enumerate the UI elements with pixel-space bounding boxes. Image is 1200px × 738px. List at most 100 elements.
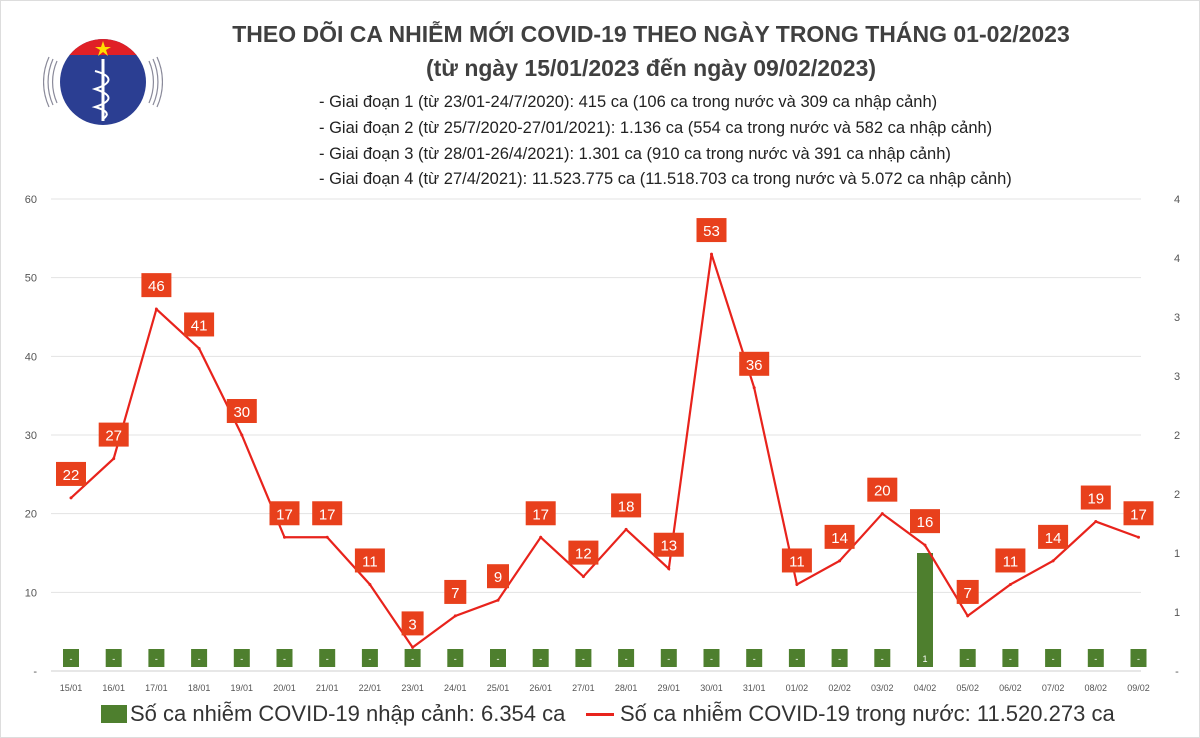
x-axis-tick: 30/01 <box>700 683 723 693</box>
bar-label: - <box>155 654 158 664</box>
left-axis-tick: 60 <box>25 194 37 206</box>
data-label: 36 <box>746 357 763 374</box>
data-label-box <box>653 532 684 557</box>
bar-imported <box>1130 649 1147 667</box>
line-point <box>923 543 927 547</box>
right-axis-tick: 2 <box>1174 430 1180 442</box>
legend-item-imported: Số ca nhiễm COVID-19 nhập cảnh: 6.354 ca <box>101 701 565 727</box>
right-axis-tick: 3 <box>1174 371 1180 383</box>
right-axis-tick: 2 <box>1174 489 1180 501</box>
x-axis-tick: 04/02 <box>914 683 937 693</box>
data-label-box <box>956 579 979 604</box>
bar-imported <box>660 649 677 667</box>
bar-label: - <box>70 654 73 664</box>
bar-label: - <box>1137 654 1140 664</box>
x-axis-tick: 22/01 <box>359 683 382 693</box>
line-domestic <box>70 253 1139 649</box>
legend-label-imported: Số ca nhiễm COVID-19 nhập cảnh: 6.354 ca <box>130 701 566 726</box>
bar-imported <box>191 649 208 667</box>
line-point <box>496 598 500 602</box>
phase-2-text: - Giai đoạn 2 (từ 25/7/2020-27/01/2021):… <box>319 119 993 137</box>
data-label-box <box>98 422 129 447</box>
bar-imported <box>1002 649 1019 667</box>
line-point <box>539 535 543 539</box>
data-label: 19 <box>1087 491 1104 508</box>
data-label: 13 <box>660 538 677 555</box>
line-point <box>667 567 671 571</box>
line-point <box>112 457 116 461</box>
bar-label: - <box>667 654 670 664</box>
line-point <box>283 535 286 539</box>
data-label-box <box>444 579 467 604</box>
left-axis-tick: 10 <box>25 587 37 599</box>
line-point <box>154 307 158 311</box>
bar-imported <box>1087 649 1104 667</box>
bar-imported <box>746 649 763 667</box>
bar-imported <box>63 649 79 667</box>
data-label-box <box>184 312 215 337</box>
bar-label: - <box>112 654 115 664</box>
x-axis-tick: 08/02 <box>1085 683 1108 693</box>
bar-imported <box>788 649 805 667</box>
x-axis-tick: 03/02 <box>871 683 894 693</box>
line-point <box>838 559 842 563</box>
bar-imported <box>618 649 635 667</box>
combo-chart: -102030405060-11223344-15/01-16/01-17/01… <box>25 194 1180 693</box>
bar-label: - <box>497 654 500 664</box>
data-label-box <box>487 564 509 589</box>
data-label: 17 <box>532 506 549 523</box>
bar-imported <box>703 649 720 667</box>
bar-label: - <box>240 654 243 664</box>
data-label: 27 <box>105 428 122 445</box>
line-point <box>197 346 201 350</box>
left-axis-tick: 50 <box>25 273 37 285</box>
right-axis-tick: 3 <box>1174 312 1180 324</box>
bar-label: - <box>710 654 713 664</box>
data-label-box <box>56 461 86 486</box>
x-axis-tick: 02/02 <box>828 683 851 693</box>
x-axis-tick: 16/01 <box>102 683 125 693</box>
bar-label: - <box>582 654 585 664</box>
x-axis-tick: 31/01 <box>743 683 766 693</box>
x-axis-tick: 23/01 <box>401 683 424 693</box>
data-label: 17 <box>276 506 293 523</box>
x-axis-tick: 24/01 <box>444 683 467 693</box>
bar-imported <box>233 649 250 667</box>
x-axis-tick: 17/01 <box>145 683 168 693</box>
bar-label: - <box>283 654 286 664</box>
line-point <box>368 582 372 586</box>
x-axis-tick: 29/01 <box>658 683 681 693</box>
line-point <box>453 614 457 618</box>
bar-imported <box>917 553 933 667</box>
right-axis-tick: 4 <box>1174 194 1180 206</box>
x-axis-tick: 19/01 <box>231 683 254 693</box>
bar-label: - <box>411 654 414 664</box>
x-axis-tick: 05/02 <box>956 683 979 693</box>
phase-3-text: - Giai đoạn 3 (từ 28/01-26/4/2021): 1.30… <box>319 145 951 163</box>
bar-imported <box>148 649 165 667</box>
line-point <box>1051 559 1055 563</box>
bar-imported <box>276 649 293 667</box>
bar-label: - <box>966 654 969 664</box>
data-label-box <box>269 501 300 526</box>
phase-1-text: - Giai đoạn 1 (từ 23/01-24/7/2020): 415 … <box>319 93 938 111</box>
left-axis-tick: 20 <box>25 509 37 521</box>
data-label-box <box>354 548 385 573</box>
chart-title: THEO DÕI CA NHIỄM MỚI COVID-19 THEO NGÀY… <box>232 21 1070 47</box>
data-label: 46 <box>148 278 165 295</box>
data-label: 41 <box>191 317 208 334</box>
data-label-box <box>867 477 898 502</box>
data-label: 30 <box>233 404 250 421</box>
bar-label: - <box>625 654 628 664</box>
data-label: 7 <box>451 585 459 602</box>
line-point <box>581 575 585 579</box>
bar-imported <box>532 649 549 667</box>
data-label: 3 <box>408 616 416 633</box>
bar-label: - <box>198 654 201 664</box>
bar-imported <box>490 649 506 667</box>
data-label: 11 <box>789 553 805 570</box>
bar-imported <box>831 649 848 667</box>
bar-imported <box>575 649 592 667</box>
data-label-box <box>781 548 812 573</box>
phase-4-text: - Giai đoạn 4 (từ 27/4/2021): 11.523.775… <box>319 170 1012 188</box>
